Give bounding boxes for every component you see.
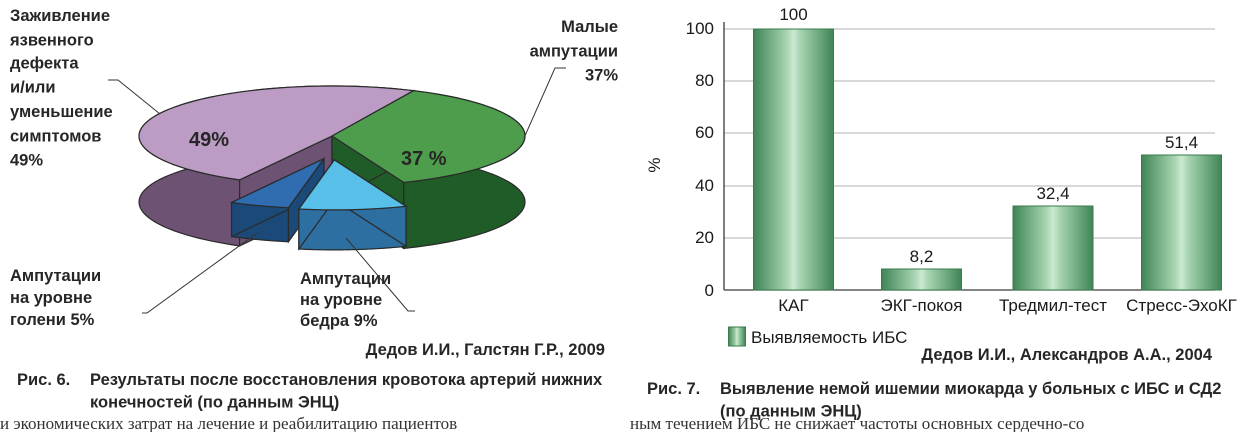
svg-text:37%: 37% [585,67,618,85]
svg-text:Ампутации: Ампутации [10,267,101,285]
svg-text:язвенного: язвенного [9,31,94,49]
svg-text:Результаты после восстановлени: Результаты после восстановления кровоток… [90,371,603,389]
svg-text:20: 20 [695,228,714,247]
svg-text:40: 40 [695,176,714,195]
svg-text:КАГ: КАГ [778,296,808,315]
svg-text:%: % [645,157,664,172]
svg-text:Дедов И.И., Галстян Г.Р., 2009: Дедов И.И., Галстян Г.Р., 2009 [366,341,605,359]
svg-text:32,4: 32,4 [1036,184,1069,203]
svg-text:Ампутации: Ампутации [300,270,391,288]
svg-text:голени 5%: голени 5% [10,311,95,329]
svg-text:симптомов: симптомов [10,127,101,145]
svg-text:0: 0 [705,281,714,300]
svg-text:уменьшение: уменьшение [10,103,113,121]
svg-text:49%: 49% [10,152,43,170]
svg-text:на уровне: на уровне [300,291,382,309]
svg-text:ампутации: ампутации [530,42,618,60]
svg-text:ным течением ИБС не снижает ча: ным течением ИБС не снижает частоты осно… [630,414,1084,432]
svg-text:37 %: 37 % [401,148,447,170]
svg-text:бедра 9%: бедра 9% [300,312,378,330]
svg-text:дефекта: дефекта [10,54,79,72]
svg-text:Дедов И.И., Александров А.А.,: Дедов И.И., Александров А.А., 2004 [921,346,1212,364]
svg-text:Заживление: Заживление [10,7,110,25]
svg-text:Выявление немой ишемии миокард: Выявление немой ишемии миокарда у больны… [720,380,1221,398]
svg-text:и/или: и/или [10,79,56,97]
svg-text:конечностей (по данным ЭНЦ): конечностей (по данным ЭНЦ) [90,394,339,412]
svg-text:Рис. 6.: Рис. 6. [17,371,70,389]
svg-text:Стресс-ЭхоКГ: Стресс-ЭхоКГ [1126,296,1237,315]
svg-text:ЭКГ-покоя: ЭКГ-покоя [881,296,963,315]
svg-text:Выявляемость ИБС: Выявляемость ИБС [751,328,907,347]
svg-text:на уровне: на уровне [10,289,92,307]
svg-text:60: 60 [695,123,714,142]
svg-text:80: 80 [695,71,714,90]
svg-text:100: 100 [779,5,807,24]
svg-text:100: 100 [686,19,714,38]
svg-text:51,4: 51,4 [1165,133,1198,152]
svg-text:Тредмил-тест: Тредмил-тест [999,296,1107,315]
svg-text:8,2: 8,2 [910,247,934,266]
svg-text:и экономических затрат на лече: и экономических затрат на лечение и реаб… [0,414,457,432]
svg-text:Малые: Малые [561,18,618,36]
svg-text:49%: 49% [189,129,229,151]
svg-text:Рис. 7.: Рис. 7. [647,380,700,398]
